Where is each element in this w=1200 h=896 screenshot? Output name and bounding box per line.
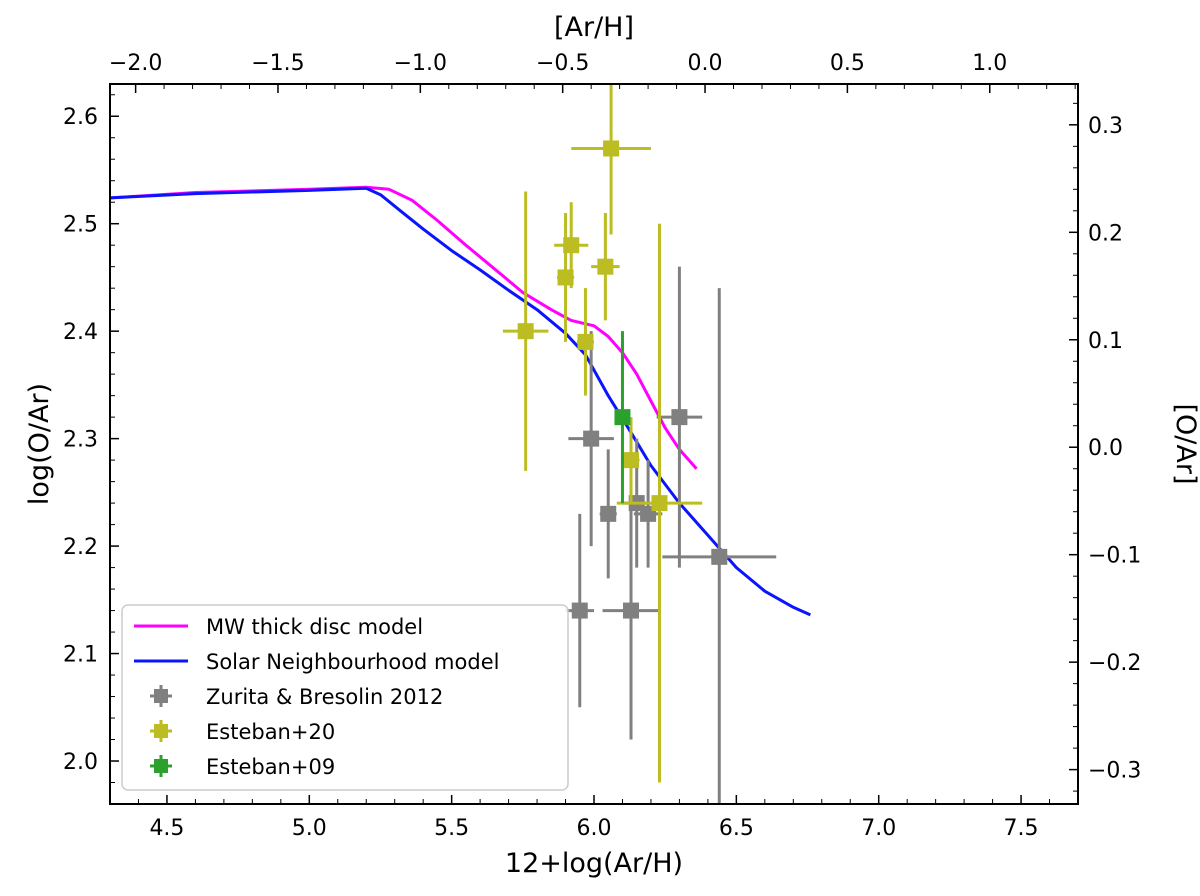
data-point [576, 288, 594, 396]
right-tick-label: 0.2 [1088, 221, 1123, 246]
top-tick-label: −1.5 [251, 51, 304, 76]
point-marker [614, 409, 631, 426]
right-tick-label: 0.0 [1088, 436, 1123, 461]
data-point [502, 191, 549, 471]
data-point [622, 417, 640, 504]
point-marker [517, 323, 534, 340]
model-line [110, 185, 698, 470]
legend-item: Solar Neighbourhood model [134, 650, 499, 674]
point-marker [623, 602, 640, 619]
right-tick-label: −0.1 [1088, 544, 1141, 569]
legend-marker-swatch [154, 759, 168, 773]
y-tick-label: 2.0 [63, 750, 98, 775]
x-tick-label: 6.5 [719, 816, 754, 841]
data-point [591, 212, 620, 321]
point-marker [600, 505, 617, 522]
top-tick-label: −0.5 [536, 51, 589, 76]
x-tick-label: 4.5 [149, 816, 184, 841]
legend-marker-swatch [154, 724, 168, 738]
legend-label: Esteban+20 [206, 720, 335, 744]
data-point [616, 223, 703, 783]
point-marker [671, 409, 688, 426]
point-marker [557, 269, 574, 286]
right-tick-label: 0.1 [1088, 329, 1123, 354]
point-marker [651, 495, 668, 512]
legend-item: Esteban+09 [150, 755, 335, 779]
legend-label: Zurita & Bresolin 2012 [206, 685, 443, 709]
legend-box [121, 604, 569, 791]
top-tick-label: −1.0 [394, 51, 447, 76]
y-tick-label: 2.3 [63, 428, 98, 453]
y-tick-label: 2.4 [63, 320, 98, 345]
legend-item: Zurita & Bresolin 2012 [150, 685, 443, 709]
model-line [110, 186, 812, 617]
x-tick-label: 6.0 [577, 816, 612, 841]
x-tick-label: 5.0 [292, 816, 327, 841]
top-axis-title: [Ar/H] [554, 12, 634, 43]
plot-frame [109, 83, 1079, 805]
point-marker [603, 140, 620, 157]
right-tick-label: 0.3 [1088, 114, 1123, 139]
top-tick-label: 1.0 [972, 51, 1007, 76]
legend-item: MW thick disc model [134, 615, 423, 639]
legend-item: Esteban+20 [150, 720, 335, 744]
y-tick-label: 2.6 [63, 105, 98, 130]
x-tick-label: 7.5 [1004, 816, 1039, 841]
data-point [554, 202, 589, 289]
legend-label: Esteban+09 [206, 755, 335, 779]
point-marker [711, 548, 728, 565]
top-tick-label: 0.0 [688, 51, 723, 76]
legend-marker-swatch [154, 689, 168, 703]
y-tick-label: 2.1 [63, 643, 98, 668]
axis-ticks: 4.5 5.0 5.5 6.0 6.5 7.0 7.5 2.0 2.1 2.2 2.3 2.4 2.5 2… [63, 51, 1141, 841]
legend: MW thick disc model Solar Neighbourhood m… [121, 604, 569, 791]
data-point [571, 84, 651, 235]
x-tick-label: 7.0 [861, 816, 896, 841]
legend-label: MW thick disc model [206, 615, 423, 639]
x-tick-label: 5.5 [434, 816, 469, 841]
point-marker [597, 258, 614, 275]
y-tick-label: 2.5 [63, 213, 98, 238]
right-tick-label: −0.3 [1088, 759, 1141, 784]
data-point [565, 513, 594, 708]
right-tick-label: −0.2 [1088, 651, 1141, 676]
top-tick-label: 0.5 [830, 51, 865, 76]
data-point [599, 449, 617, 579]
point-marker [583, 430, 600, 447]
point-marker [577, 333, 594, 350]
point-marker [623, 452, 640, 469]
point-marker [563, 237, 580, 254]
data-point [656, 266, 703, 568]
right-axis-title: [O/Ar] [1170, 404, 1200, 485]
data-point [602, 481, 660, 740]
data-point [568, 331, 614, 547]
data-point [614, 331, 631, 504]
data-point [662, 288, 777, 804]
point-marker [571, 602, 588, 619]
top-tick-label: −2.0 [109, 51, 162, 76]
y-axis-title: log(O/Ar) [24, 383, 55, 505]
x-axis-title: 12+log(Ar/H) [505, 848, 683, 879]
plot-area [110, 84, 812, 804]
y-tick-label: 2.2 [63, 535, 98, 560]
legend-label: Solar Neighbourhood model [206, 650, 499, 674]
